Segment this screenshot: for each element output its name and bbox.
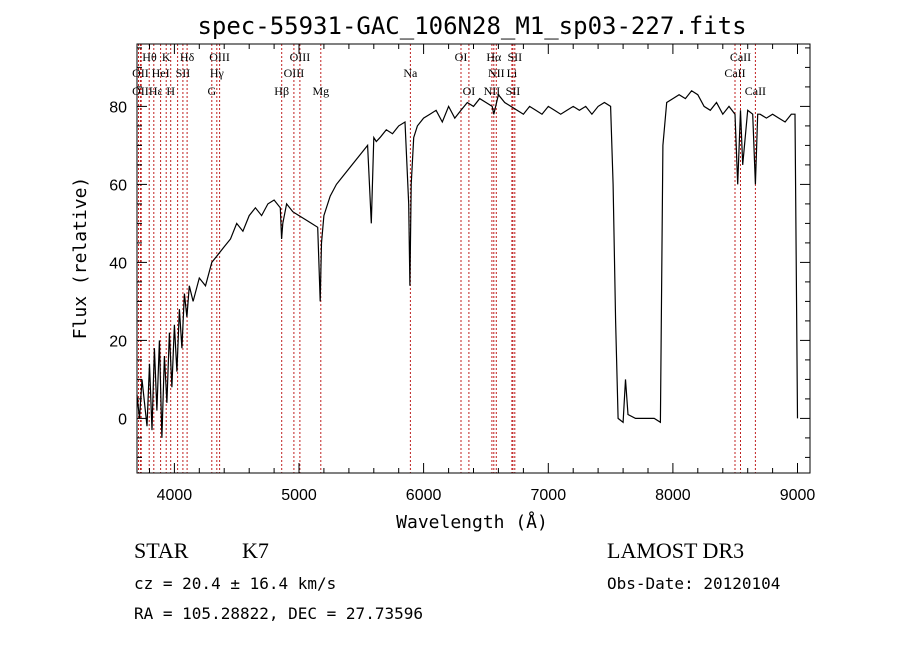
line-label: SII: [506, 84, 521, 98]
x-tick-label: 8000: [655, 487, 691, 504]
line-label: NII: [488, 66, 505, 80]
line-label: Hγ: [210, 66, 225, 80]
chart-title: spec-55931-GAC_106N28_M1_sp03-227.fits: [197, 12, 746, 40]
line-label: CaII: [724, 66, 745, 80]
y-axis-label: Flux (relative): [70, 177, 91, 340]
emission-line-labels: Hθ K Hδ OIII OIII OI Hα SII CaII OII HeI SII Hγ OIII N…: [132, 50, 766, 98]
line-label: NII: [484, 84, 501, 98]
y-tick-label: 60: [109, 177, 127, 194]
x-axis: 4000 5000 6000 7000 8000 9000: [149, 44, 816, 504]
line-label: SII: [176, 66, 191, 80]
line-label: OI: [455, 50, 468, 64]
line-label: Hβ: [274, 84, 289, 98]
y-tick-label: 20: [109, 333, 127, 350]
redshift-value: cz = 20.4 ± 16.4 km/s: [134, 574, 337, 593]
x-tick-label: 9000: [780, 487, 816, 504]
observation-date: Obs-Date: 20120104: [607, 574, 781, 593]
spectrum-line: [136, 90, 799, 438]
line-label: OII: [132, 84, 149, 98]
line-label: OIII: [290, 50, 311, 64]
line-label: CaII: [745, 84, 766, 98]
line-label: SII: [507, 50, 522, 64]
line-label: G: [207, 84, 216, 98]
plot-frame: [136, 43, 811, 474]
line-label: CaII: [730, 50, 751, 64]
x-tick-label: 5000: [281, 487, 317, 504]
coordinates: RA = 105.28822, DEC = 27.73596: [134, 604, 423, 623]
line-label: Na: [403, 66, 418, 80]
x-axis-label: Wavelength (Å): [396, 511, 548, 533]
line-label: H: [166, 84, 175, 98]
line-label: Hθ: [142, 50, 157, 64]
line-label: OI: [463, 84, 476, 98]
line-label: Li: [507, 66, 518, 80]
x-tick-label: 4000: [157, 487, 193, 504]
line-label: OII: [132, 66, 149, 80]
x-tick-label: 7000: [531, 487, 567, 504]
survey-name: LAMOST DR3: [607, 538, 745, 563]
y-tick-label: 80: [109, 99, 127, 116]
y-tick-label: 0: [118, 411, 127, 428]
line-label: HeI: [152, 66, 170, 80]
line-label: Mg: [312, 84, 329, 98]
y-axis: 0 20 40 60 80: [109, 47, 810, 458]
line-label: K: [162, 50, 171, 64]
emission-line-markers: [138, 44, 756, 473]
y-tick-label: 40: [109, 255, 127, 272]
x-tick-label: 6000: [406, 487, 442, 504]
object-subclass: K7: [242, 538, 269, 563]
line-label: OIII: [209, 50, 230, 64]
line-label: Hα: [486, 50, 502, 64]
line-label: Hε: [149, 84, 163, 98]
line-label: Hδ: [180, 50, 195, 64]
object-class: STAR: [134, 538, 189, 563]
line-label: OIII: [284, 66, 305, 80]
